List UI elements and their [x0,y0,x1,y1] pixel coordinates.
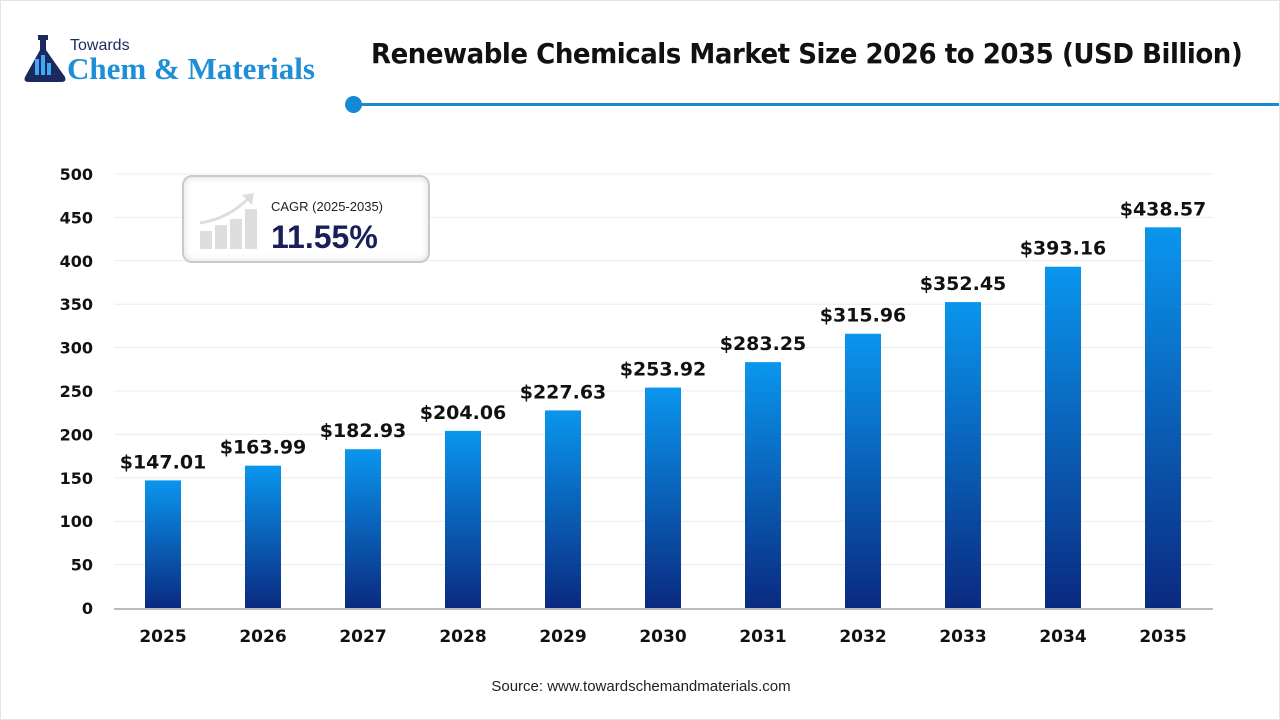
data-label: $163.99 [220,437,307,459]
data-label: $182.93 [320,420,407,442]
y-tick-label: 250 [60,382,93,401]
x-tick-label: 2034 [1039,627,1086,647]
cagr-value: 11.55% [271,219,378,255]
y-tick-label: 150 [60,469,93,488]
bar-2030 [645,387,681,608]
data-label: $283.25 [720,333,807,355]
title-underline [353,103,1279,106]
y-tick-label: 0 [82,599,93,618]
x-tick-label: 2035 [1139,627,1186,647]
x-tick-label: 2027 [339,627,386,647]
chart-title: Renewable Chemicals Market Size 2026 to … [371,37,1243,70]
bar-2025 [145,480,181,608]
x-tick-label: 2032 [839,627,886,647]
data-label: $204.06 [420,402,507,424]
bar-2034 [1045,266,1081,608]
cagr-label: CAGR (2025-2035) [271,199,383,214]
growth-chart-icon [199,193,257,249]
bar-2032 [845,333,881,608]
data-label: $315.96 [820,305,907,327]
flask-logo-icon [24,35,66,82]
x-tick-label: 2031 [739,627,786,647]
data-label: $227.63 [520,381,607,403]
x-tick-label: 2030 [639,627,686,647]
y-tick-label: 450 [60,208,93,227]
source-note: Source: www.towardschemandmaterials.com [491,678,791,695]
bar-2033 [945,302,981,608]
logo-text-main: Chem & Materials [67,51,315,86]
y-tick-label: 100 [60,512,93,531]
data-label: $253.92 [620,359,707,381]
x-tick-label: 2026 [239,627,286,647]
y-tick-label: 350 [60,295,93,314]
bar-2028 [445,430,481,608]
x-tick-label: 2028 [439,627,486,647]
data-label: $147.01 [120,451,207,473]
data-label: $393.16 [1020,238,1107,260]
x-tick-label: 2029 [539,627,586,647]
y-tick-label: 500 [60,165,93,184]
data-label: $352.45 [920,273,1007,295]
y-tick-label: 400 [60,252,93,271]
bar-2031 [745,362,781,608]
y-tick-label: 50 [71,556,93,575]
logo-text-towards: Towards [70,37,130,54]
bar-2029 [545,410,581,608]
bar-2026 [245,465,281,608]
data-label: $438.57 [1120,198,1207,220]
y-tick-label: 300 [60,339,93,358]
x-tick-label: 2025 [139,627,186,647]
x-tick-label: 2033 [939,627,986,647]
cagr-box: CAGR (2025-2035) 11.55% [182,175,430,263]
bar-2035 [1145,227,1181,609]
y-tick-label: 200 [60,425,93,444]
logo: Towards Chem & Materials [23,35,315,90]
bar-2027 [345,449,381,608]
title-dot [345,96,362,113]
